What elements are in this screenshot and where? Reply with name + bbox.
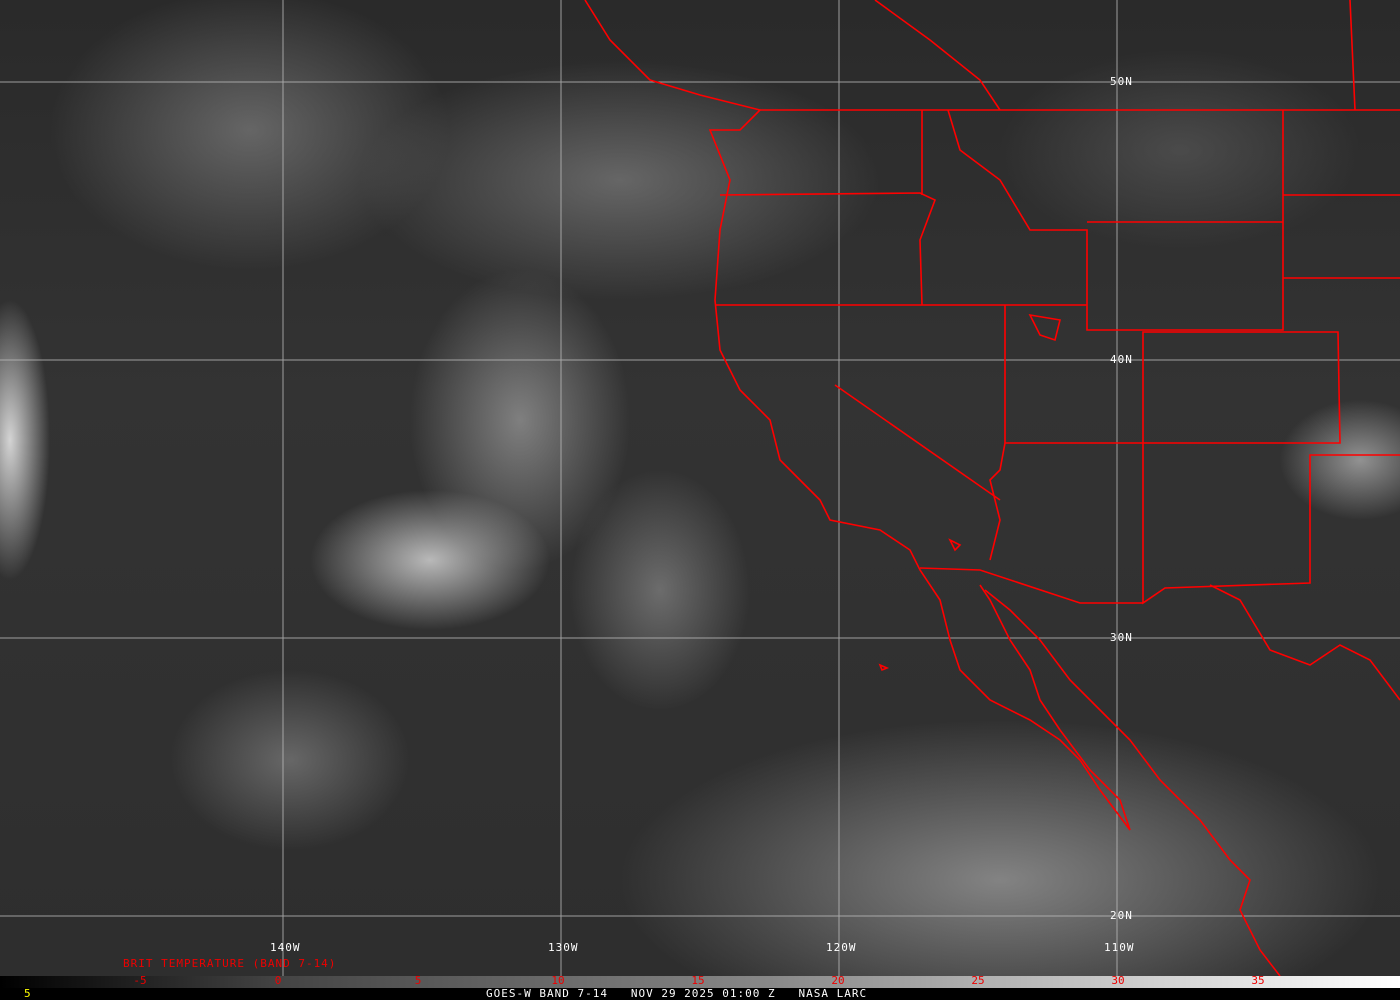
lat-lon-grid [0,0,1400,976]
colorbar-tick: 5 [414,974,422,987]
state-borders [715,109,1400,605]
mexico-coast [1209,584,1400,701]
coastline [584,0,1131,831]
colorbar: -5 0 5 10 15 20 25 30 35 [0,974,1400,988]
image-caption: GOES-W BAND 7-14 NOV 29 2025 01:00 Z NAS… [486,987,868,1000]
colorbar-tick: 25 [971,974,985,987]
colorbar-tick: 0 [274,974,282,987]
lat-label-50n: 50N [1110,75,1133,88]
colorbar-tick: 30 [1111,974,1125,987]
colorbar-tick: -5 [133,974,147,987]
lon-label-130w: 130W [548,941,579,954]
frame-number: 5 [24,987,32,1000]
map-overlay [0,0,1400,976]
colorbar-tick: 15 [691,974,705,987]
footer-bar: 5 GOES-W BAND 7-14 NOV 29 2025 01:00 Z N… [0,988,1400,1000]
baja-east-coast [984,589,1281,976]
lat-label-40n: 40N [1110,353,1133,366]
lon-label-120w: 120W [826,941,857,954]
colorbar-tick: 35 [1251,974,1265,987]
satellite-image [0,0,1400,976]
lat-label-20n: 20N [1110,909,1133,922]
colorbar-tick: 10 [551,974,565,987]
political-borders [584,0,1400,976]
colorbar-title: BRIT TEMPERATURE (BAND 7-14) [123,957,337,970]
lat-label-30n: 30N [1110,631,1133,644]
lon-label-110w: 110W [1104,941,1135,954]
canada-border [874,0,1356,111]
islands [878,313,1061,672]
lon-label-140w: 140W [270,941,301,954]
colorbar-tick: 20 [831,974,845,987]
